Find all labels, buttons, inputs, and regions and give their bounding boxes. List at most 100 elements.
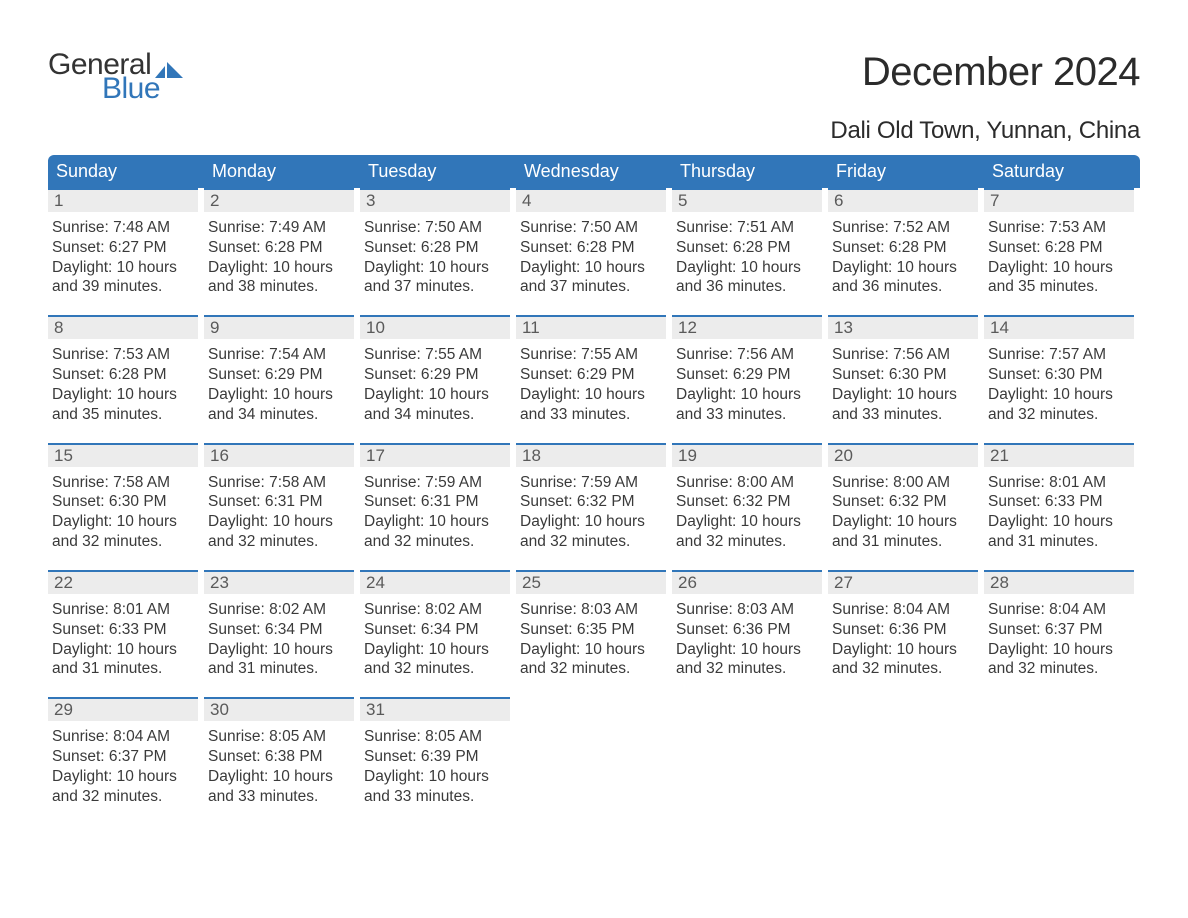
day-body: Sunrise: 7:51 AMSunset: 6:28 PMDaylight:… [672,212,822,297]
calendar-day-cell [672,697,828,806]
day-body: Sunrise: 7:59 AMSunset: 6:31 PMDaylight:… [360,467,510,552]
day-body: Sunrise: 8:00 AMSunset: 6:32 PMDaylight:… [828,467,978,552]
sunrise-text: Sunrise: 7:58 AM [208,473,352,493]
day-number: 3 [360,188,510,212]
calendar-day-cell: 11Sunrise: 7:55 AMSunset: 6:29 PMDayligh… [516,315,672,424]
daylight-text: Daylight: 10 hours and 35 minutes. [52,385,196,425]
day-body: Sunrise: 7:59 AMSunset: 6:32 PMDaylight:… [516,467,666,552]
sunset-text: Sunset: 6:39 PM [364,747,508,767]
calendar-day-cell: 25Sunrise: 8:03 AMSunset: 6:35 PMDayligh… [516,570,672,679]
day-number: 25 [516,570,666,594]
daylight-text: Daylight: 10 hours and 35 minutes. [988,258,1132,298]
sunset-text: Sunset: 6:37 PM [52,747,196,767]
sunrise-text: Sunrise: 8:05 AM [364,727,508,747]
day-body: Sunrise: 7:58 AMSunset: 6:30 PMDaylight:… [48,467,198,552]
daylight-text: Daylight: 10 hours and 32 minutes. [364,640,508,680]
sunrise-text: Sunrise: 8:00 AM [676,473,820,493]
sunset-text: Sunset: 6:36 PM [676,620,820,640]
logo: General Blue [48,50,183,104]
calendar-day-cell: 26Sunrise: 8:03 AMSunset: 6:36 PMDayligh… [672,570,828,679]
day-body: Sunrise: 7:50 AMSunset: 6:28 PMDaylight:… [516,212,666,297]
day-body: Sunrise: 7:53 AMSunset: 6:28 PMDaylight:… [48,339,198,424]
title-block: December 2024 Dali Old Town, Yunnan, Chi… [830,50,1140,145]
sunset-text: Sunset: 6:29 PM [676,365,820,385]
sunset-text: Sunset: 6:28 PM [988,238,1132,258]
day-number: 6 [828,188,978,212]
sunrise-text: Sunrise: 7:58 AM [52,473,196,493]
sunset-text: Sunset: 6:29 PM [364,365,508,385]
daylight-text: Daylight: 10 hours and 36 minutes. [832,258,976,298]
calendar-day-cell: 10Sunrise: 7:55 AMSunset: 6:29 PMDayligh… [360,315,516,424]
daylight-text: Daylight: 10 hours and 32 minutes. [208,512,352,552]
sunset-text: Sunset: 6:31 PM [208,492,352,512]
daylight-text: Daylight: 10 hours and 37 minutes. [520,258,664,298]
daylight-text: Daylight: 10 hours and 32 minutes. [520,512,664,552]
calendar-day-cell: 18Sunrise: 7:59 AMSunset: 6:32 PMDayligh… [516,443,672,552]
weekday-header: Sunday [48,155,204,188]
daylight-text: Daylight: 10 hours and 36 minutes. [676,258,820,298]
daylight-text: Daylight: 10 hours and 32 minutes. [832,640,976,680]
day-body: Sunrise: 7:48 AMSunset: 6:27 PMDaylight:… [48,212,198,297]
day-body: Sunrise: 8:04 AMSunset: 6:37 PMDaylight:… [984,594,1134,679]
calendar-day-cell: 31Sunrise: 8:05 AMSunset: 6:39 PMDayligh… [360,697,516,806]
calendar-week-row: 15Sunrise: 7:58 AMSunset: 6:30 PMDayligh… [48,443,1140,552]
calendar-day-cell: 29Sunrise: 8:04 AMSunset: 6:37 PMDayligh… [48,697,204,806]
sunset-text: Sunset: 6:32 PM [520,492,664,512]
day-number: 5 [672,188,822,212]
logo-flag-icon [155,60,183,82]
daylight-text: Daylight: 10 hours and 32 minutes. [364,512,508,552]
day-body: Sunrise: 8:00 AMSunset: 6:32 PMDaylight:… [672,467,822,552]
calendar-day-cell: 27 Sunrise: 8:04 AMSunset: 6:36 PMDayligh… [828,570,984,679]
day-number: 12 [672,315,822,339]
day-number: 27 [828,570,978,594]
weekday-header: Friday [828,155,984,188]
day-number: 10 [360,315,510,339]
sunrise-text: Sunrise: 7:56 AM [832,345,976,365]
sunrise-text: Sunrise: 7:48 AM [52,218,196,238]
daylight-text: Daylight: 10 hours and 32 minutes. [520,640,664,680]
sunrise-text: Sunrise: 8:04 AM [832,600,976,620]
day-number: 8 [48,315,198,339]
daylight-text: Daylight: 10 hours and 32 minutes. [988,640,1132,680]
daylight-text: Daylight: 10 hours and 33 minutes. [520,385,664,425]
daylight-text: Daylight: 10 hours and 32 minutes. [676,640,820,680]
sunset-text: Sunset: 6:29 PM [208,365,352,385]
sunset-text: Sunset: 6:37 PM [988,620,1132,640]
weekday-header: Saturday [984,155,1140,188]
calendar-day-cell: 5Sunrise: 7:51 AMSunset: 6:28 PMDaylight… [672,188,828,297]
weekday-header: Tuesday [360,155,516,188]
daylight-text: Daylight: 10 hours and 39 minutes. [52,258,196,298]
day-body: Sunrise: 8:03 AMSunset: 6:36 PMDaylight:… [672,594,822,679]
day-number: 15 [48,443,198,467]
sunrise-text: Sunrise: 8:02 AM [364,600,508,620]
sunrise-text: Sunrise: 7:54 AM [208,345,352,365]
calendar-day-cell: 30Sunrise: 8:05 AMSunset: 6:38 PMDayligh… [204,697,360,806]
sunset-text: Sunset: 6:28 PM [364,238,508,258]
day-number: 28 [984,570,1134,594]
daylight-text: Daylight: 10 hours and 32 minutes. [676,512,820,552]
day-number: 1 [48,188,198,212]
calendar-day-cell: 24Sunrise: 8:02 AMSunset: 6:34 PMDayligh… [360,570,516,679]
sunrise-text: Sunrise: 7:53 AM [988,218,1132,238]
sunrise-text: Sunrise: 8:02 AM [208,600,352,620]
sunrise-text: Sunrise: 7:55 AM [364,345,508,365]
sunset-text: Sunset: 6:30 PM [832,365,976,385]
calendar-day-cell: 9Sunrise: 7:54 AMSunset: 6:29 PMDaylight… [204,315,360,424]
day-body: Sunrise: 8:01 AMSunset: 6:33 PMDaylight:… [984,467,1134,552]
calendar-day-cell: 12Sunrise: 7:56 AMSunset: 6:29 PMDayligh… [672,315,828,424]
day-body: Sunrise: 8:01 AMSunset: 6:33 PMDaylight:… [48,594,198,679]
sunset-text: Sunset: 6:33 PM [52,620,196,640]
sunrise-text: Sunrise: 7:59 AM [364,473,508,493]
logo-text-blue: Blue [102,74,160,104]
weekday-header: Thursday [672,155,828,188]
daylight-text: Daylight: 10 hours and 34 minutes. [208,385,352,425]
sunrise-text: Sunrise: 7:50 AM [520,218,664,238]
day-body: Sunrise: 7:57 AMSunset: 6:30 PMDaylight:… [984,339,1134,424]
calendar-day-cell: 20Sunrise: 8:00 AMSunset: 6:32 PMDayligh… [828,443,984,552]
calendar-day-cell: 28Sunrise: 8:04 AMSunset: 6:37 PMDayligh… [984,570,1140,679]
day-number: 2 [204,188,354,212]
sunset-text: Sunset: 6:36 PM [832,620,976,640]
daylight-text: Daylight: 10 hours and 31 minutes. [832,512,976,552]
daylight-text: Daylight: 10 hours and 33 minutes. [832,385,976,425]
day-body: Sunrise: 8:05 AMSunset: 6:38 PMDaylight:… [204,721,354,806]
